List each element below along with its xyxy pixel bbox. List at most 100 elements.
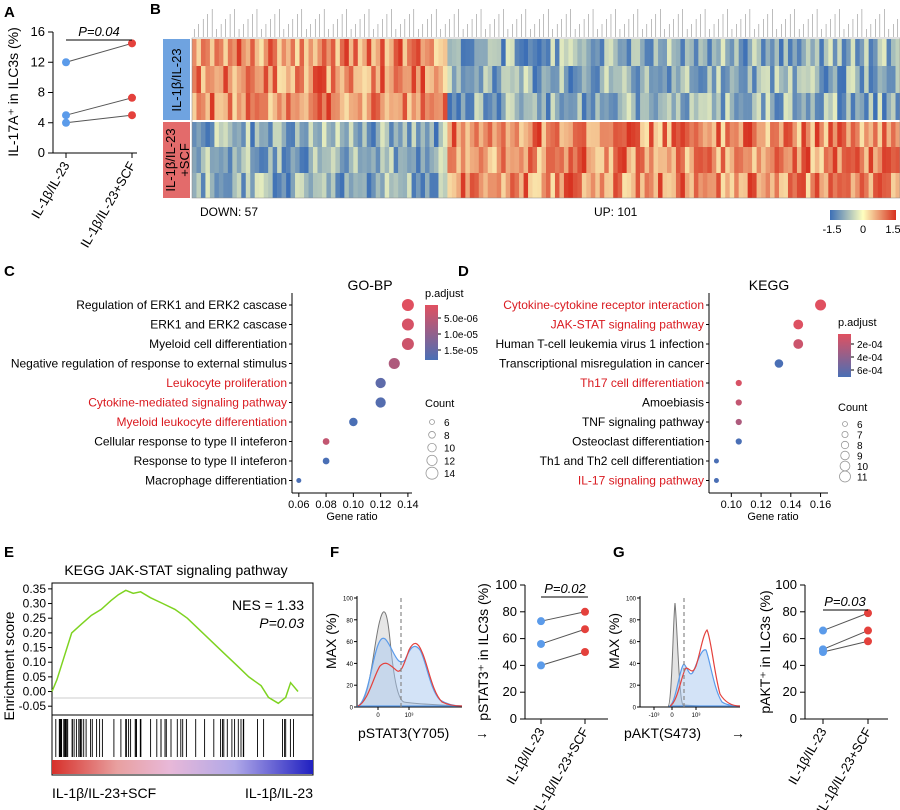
heatmap-cell [344, 147, 350, 173]
heatmap-cell [227, 122, 233, 147]
heatmap-cell [837, 147, 843, 173]
heatmap-cell [752, 122, 757, 147]
heatmap-cell [192, 122, 197, 147]
panel-d-term-dot [793, 319, 804, 330]
panel-d-count-legend-circle [841, 430, 849, 438]
heatmap-cell [752, 93, 757, 120]
panel-e-y-tick-label: 0.25 [23, 611, 47, 625]
heatmap-cell [277, 147, 282, 173]
heatmap-cell [474, 93, 480, 120]
heatmap-cell [420, 66, 426, 93]
heatmap-cell [254, 93, 260, 120]
heatmap-cell [635, 39, 641, 66]
heatmap-cell [877, 122, 883, 147]
heatmap-cell [321, 173, 327, 198]
heatmap-cell [299, 39, 305, 66]
heatmap-cell [613, 147, 618, 173]
heatmap-cell [644, 122, 650, 147]
heatmap-cell [653, 173, 659, 198]
panel-a-control-point [62, 58, 70, 67]
heatmap-cell [223, 66, 229, 93]
heatmap-cell [877, 39, 883, 66]
heatmap-cell [528, 173, 533, 198]
heatmap-cell [837, 173, 843, 198]
heatmap-cell [595, 93, 601, 120]
heatmap-cell [595, 39, 601, 66]
panel-g-hist-y-tick-label: 0 [633, 706, 637, 712]
heatmap-cell [501, 122, 506, 147]
heatmap-cell [819, 39, 825, 66]
heatmap-cell [353, 93, 359, 120]
panel-g-p-value: P=0.03 [824, 594, 866, 609]
heatmap-cell [563, 173, 569, 198]
heatmap-cell [277, 93, 282, 120]
heatmap-cell [859, 39, 865, 66]
panel-f-hist-y-tick-label: 40 [346, 662, 353, 668]
heatmap-cell [438, 66, 444, 93]
heatmap-cell [416, 66, 421, 93]
panel-f-paired-plot: 0 20 40 60 80 100 P=0.02 pSTAT3⁺ in ILC3s (%)… [475, 577, 608, 810]
heatmap-cell [290, 147, 296, 173]
row-group-label-line: IL-1β/IL-23 [163, 128, 178, 191]
heatmap-cell [546, 66, 551, 93]
heatmap-cell [738, 66, 744, 93]
panel-g-y-tick-label: 0 [790, 711, 797, 726]
heatmap-cell [487, 173, 493, 198]
heatmap-cell [362, 122, 368, 147]
heatmap-cell [864, 173, 869, 198]
heatmap-cell [326, 93, 332, 120]
heatmap-cell [595, 147, 601, 173]
heatmap-cell [384, 66, 390, 93]
heatmap-cell [469, 122, 475, 147]
heatmap-cell [465, 93, 471, 120]
heatmap-cell [666, 147, 672, 173]
panel-d-term-dot [735, 418, 742, 426]
heatmap-cell [263, 66, 269, 93]
heatmap-cell [828, 39, 834, 66]
heatmap-cell [554, 173, 560, 198]
heatmap-cell [693, 173, 699, 198]
panel-d-count-legend-label: 7 [857, 431, 863, 442]
panel-f-pair-line [540, 611, 586, 622]
heatmap-cell [693, 122, 699, 147]
heatmap-cell [886, 93, 892, 120]
heatmap-cell [684, 66, 690, 93]
heatmap-cell [886, 173, 892, 198]
heatmap-cell [841, 66, 847, 93]
heatmap-cell [823, 173, 829, 198]
panel-g-hist-x-tick-label: 10³ [692, 713, 701, 719]
heatmap-cell [729, 173, 735, 198]
panel-c-count-title: Count [425, 398, 454, 410]
heatmap-cell [559, 122, 565, 147]
heatmap-cell [743, 39, 748, 66]
heatmap-cell [411, 93, 417, 120]
heatmap-cell [272, 66, 278, 93]
heatmap-cell [792, 66, 798, 93]
heatmap-cell [541, 122, 547, 147]
heatmap-cell [339, 122, 345, 147]
heatmap-cell [192, 93, 197, 120]
heatmap-cell [765, 39, 771, 66]
heatmap-cell [537, 122, 542, 147]
heatmap-cell [259, 93, 264, 120]
heatmap-cell [877, 173, 883, 198]
heatmap-cell [617, 66, 623, 93]
heatmap-cell [344, 122, 350, 147]
heatmap-cell [787, 66, 793, 93]
panel-g-hist-y-label: MAX (%) [606, 613, 622, 669]
heatmap-cell [837, 66, 843, 93]
heatmap-cell [729, 122, 735, 147]
heatmap-cell [761, 39, 766, 66]
heatmap-cell [205, 147, 211, 173]
heatmap-cell [532, 147, 538, 173]
heatmap-cell [371, 66, 377, 93]
heatmap-cell [801, 147, 807, 173]
panel-a-category-label: IL-1β/IL-23+SCF [77, 159, 138, 250]
heatmap-cell [783, 93, 789, 120]
heatmap-cell [622, 147, 627, 173]
heatmap-cell [568, 147, 574, 173]
heatmap-cell [814, 39, 820, 66]
heatmap-cell [770, 147, 775, 173]
heatmap-cell [214, 93, 220, 120]
panel-d-count-legend-label: 11 [857, 473, 868, 484]
